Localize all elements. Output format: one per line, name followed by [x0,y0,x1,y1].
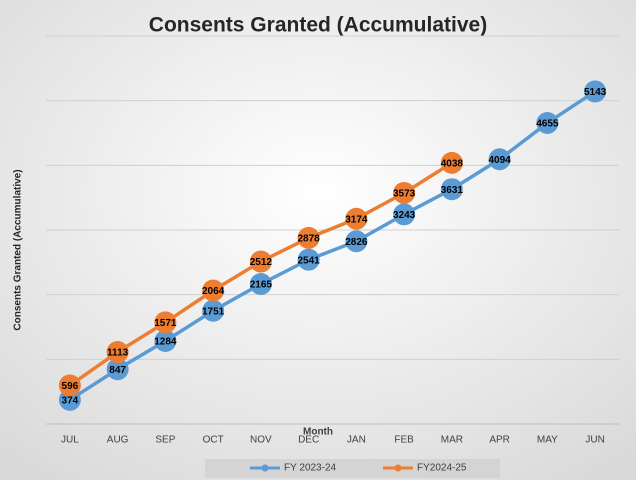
data-label: 374 [62,395,79,406]
marker [440,151,463,174]
data-label: 2541 [298,255,321,266]
data-label: 2878 [298,234,321,245]
marker [297,226,320,249]
legend-marker [261,464,269,472]
data-label: 847 [109,365,126,376]
marker [106,358,129,381]
x-tick-label: JUN [585,435,604,446]
data-label: 3573 [393,189,416,200]
y-axis-label: Consents Granted (Accumulative) [13,169,24,330]
marker [154,311,177,334]
legend-box [205,459,500,478]
data-label: 5143 [584,87,607,98]
marker [154,329,177,352]
legend-label: FY2024-25 [417,463,467,474]
x-tick-label: OCT [203,435,224,446]
x-tick-label: JAN [347,435,366,446]
marker [584,80,607,103]
data-label: 1113 [107,348,129,359]
data-label: 1284 [154,337,177,348]
x-tick-label: APR [489,435,510,446]
x-tick-label: FEB [394,435,414,446]
data-label: 4094 [489,155,512,166]
data-label: 2165 [250,280,273,291]
marker [393,203,416,226]
x-tick-label: DEC [298,435,319,446]
data-label: 1751 [202,306,225,317]
data-label: 2064 [202,286,225,297]
data-label: 4655 [536,119,559,130]
x-tick-label: MAY [537,435,558,446]
x-tick-label: AUG [107,435,129,446]
data-label: 1571 [154,318,177,329]
data-label: 4038 [441,159,464,170]
chart-title: Consents Granted (Accumulative) [149,14,487,37]
marker [345,207,368,230]
marker [58,374,81,397]
marker [297,248,320,271]
marker [536,111,559,134]
marker [393,181,416,204]
marker [249,250,272,273]
marker [106,341,129,364]
x-tick-label: NOV [250,435,272,446]
x-tick-label: JUL [61,435,79,446]
x-tick-label: MAR [441,435,463,446]
marker [249,272,272,295]
data-label: 3174 [345,214,368,225]
marker [345,230,368,253]
marker [440,178,463,201]
data-label: 596 [62,381,79,392]
data-label: 2512 [250,257,273,268]
marker [202,299,225,322]
data-label: 3631 [441,185,464,196]
legend-marker [394,464,402,472]
data-label: 2826 [345,237,368,248]
marker [202,279,225,302]
marker [488,148,511,171]
data-label: 3243 [393,210,416,221]
x-axis-label: Month [303,427,333,438]
legend-label: FY 2023-24 [284,463,337,474]
x-tick-label: SEP [155,435,175,446]
